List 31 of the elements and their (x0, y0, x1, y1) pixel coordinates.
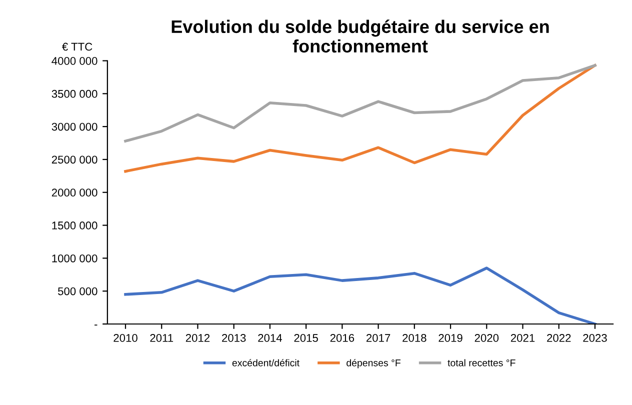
y-tick-label: - (94, 324, 98, 326)
x-tick-label: 2019 (438, 334, 462, 342)
y-tick-label: 1500 000 (52, 222, 98, 230)
y-tick-label: 4000 000 (52, 57, 98, 65)
x-tick-label: 2021 (510, 334, 535, 342)
chart-title: Evolution du solde budgétaire du service en fonctionnement (172, 20, 549, 53)
y-tick-label: 3000 000 (52, 122, 98, 131)
legend-label: excédent/déficit (232, 359, 300, 366)
x-tick-label: 2023 (583, 334, 607, 342)
line-series (124, 266, 596, 324)
line-series (124, 64, 596, 142)
legend-label: total recettes °F (448, 359, 516, 366)
y-tick-label: 2000 000 (52, 188, 98, 197)
y-tick-label: 500 000 (58, 287, 98, 296)
y-tick-label: 3500 000 (52, 90, 98, 98)
x-tick-label: 2022 (547, 334, 571, 342)
x-tick-label: 2018 (402, 334, 426, 342)
x-tick-label: 2020 (474, 334, 499, 342)
x-tick-label: 2013 (222, 334, 246, 342)
y-tick-label: 2500 000 (52, 156, 98, 164)
x-tick-label: 2015 (294, 334, 318, 342)
x-tick-label: 2010 (114, 334, 138, 342)
x-tick-label: 2011 (150, 334, 174, 342)
x-tick-label: 2016 (330, 334, 354, 342)
y-axis-title: € TTC (62, 42, 92, 51)
y-tick-label: 1000 000 (52, 254, 98, 262)
legend-label: dépenses °F (346, 359, 400, 368)
x-tick-label: 2014 (258, 334, 282, 342)
x-tick-label: 2012 (186, 334, 210, 342)
line-series (124, 64, 596, 173)
x-tick-label: 2017 (366, 334, 390, 342)
